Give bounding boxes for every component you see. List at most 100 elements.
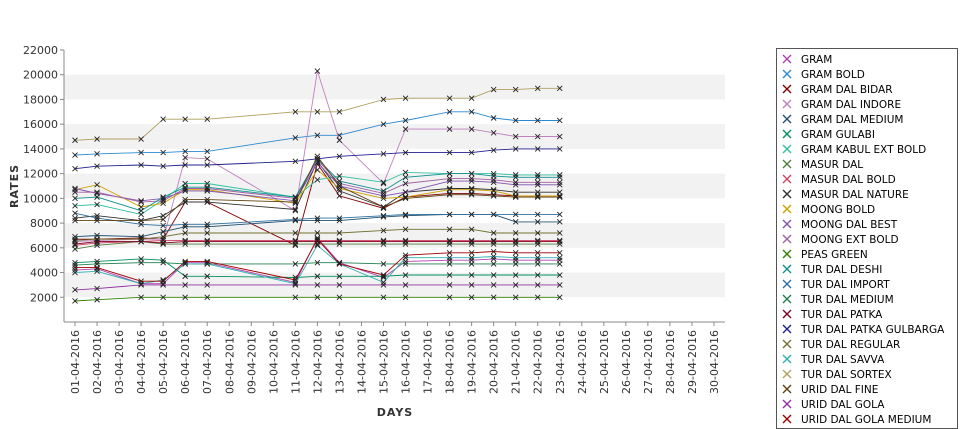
data-point bbox=[336, 230, 343, 236]
x-axis-title: DAYS bbox=[377, 406, 413, 419]
data-point bbox=[72, 195, 78, 202]
data-point bbox=[336, 193, 343, 199]
data-point bbox=[72, 264, 78, 271]
legend-marker bbox=[782, 354, 792, 364]
data-point bbox=[336, 178, 343, 184]
x-tick-label: 18-04-2016 bbox=[444, 330, 457, 394]
data-point bbox=[204, 294, 211, 301]
data-point bbox=[160, 257, 166, 264]
data-point bbox=[336, 215, 343, 221]
legend-marker bbox=[782, 234, 792, 244]
data-point bbox=[534, 146, 541, 152]
data-point bbox=[160, 259, 166, 266]
data-point bbox=[94, 181, 100, 188]
data-point bbox=[314, 132, 321, 139]
data-point bbox=[72, 287, 78, 293]
data-point bbox=[94, 236, 100, 242]
data-point bbox=[490, 179, 497, 186]
data-point bbox=[512, 211, 519, 218]
data-point bbox=[204, 258, 211, 265]
data-point bbox=[468, 186, 475, 193]
data-point bbox=[160, 233, 166, 240]
data-point bbox=[72, 262, 78, 268]
legend-label: GRAM bbox=[801, 54, 832, 66]
data-point bbox=[72, 210, 78, 217]
data-point bbox=[72, 152, 78, 158]
data-point bbox=[468, 95, 475, 102]
data-point bbox=[402, 272, 409, 278]
series-group bbox=[72, 210, 563, 229]
data-point bbox=[380, 212, 387, 219]
data-point bbox=[490, 173, 497, 179]
data-point bbox=[402, 149, 409, 156]
data-point bbox=[336, 261, 343, 267]
x-tick-label: 09-04-2016 bbox=[245, 330, 258, 394]
data-point bbox=[490, 238, 497, 245]
data-point bbox=[446, 126, 453, 132]
data-point bbox=[446, 191, 453, 198]
data-point bbox=[138, 217, 144, 224]
legend-label: GRAM DAL BIDAR bbox=[801, 84, 893, 96]
data-point bbox=[534, 117, 541, 124]
data-point bbox=[160, 240, 166, 246]
data-point bbox=[446, 226, 453, 233]
data-point bbox=[534, 272, 541, 278]
data-point bbox=[534, 230, 541, 236]
data-point bbox=[314, 294, 321, 301]
data-point bbox=[556, 237, 563, 244]
data-point bbox=[468, 261, 475, 267]
data-point bbox=[468, 294, 475, 301]
x-tick-label: 23-04-2016 bbox=[554, 330, 567, 394]
data-point bbox=[446, 282, 453, 288]
data-point bbox=[182, 261, 189, 267]
data-point bbox=[446, 186, 453, 193]
x-tick-label: 25-04-2016 bbox=[598, 330, 611, 394]
data-point bbox=[490, 248, 497, 255]
data-point bbox=[292, 108, 299, 115]
data-point bbox=[336, 183, 343, 189]
data-point bbox=[336, 238, 343, 245]
data-point bbox=[512, 282, 519, 288]
data-point bbox=[72, 217, 78, 224]
data-point bbox=[160, 222, 166, 229]
data-point bbox=[204, 223, 211, 230]
data-point bbox=[160, 278, 166, 285]
data-point bbox=[490, 237, 497, 244]
y-tick-label: 20000 bbox=[23, 69, 58, 82]
x-tick-label: 04-04-2016 bbox=[135, 330, 148, 394]
data-point bbox=[534, 181, 541, 188]
data-point bbox=[94, 238, 100, 245]
data-point bbox=[468, 282, 475, 288]
legend-marker bbox=[782, 249, 792, 259]
data-point bbox=[380, 279, 387, 286]
data-point bbox=[314, 167, 321, 173]
x-tick-label: 02-04-2016 bbox=[91, 330, 104, 394]
legend-marker bbox=[782, 129, 792, 139]
legend-label: TUR DAL DESHI bbox=[800, 264, 882, 276]
data-point bbox=[468, 249, 475, 256]
x-tick-label: 20-04-2016 bbox=[488, 330, 501, 394]
data-point bbox=[292, 230, 299, 236]
data-point bbox=[182, 196, 189, 203]
data-point bbox=[556, 133, 563, 140]
legend-marker bbox=[782, 84, 792, 94]
data-point bbox=[402, 282, 409, 288]
data-point bbox=[512, 230, 519, 236]
x-tick-label: 21-04-2016 bbox=[510, 330, 523, 394]
data-point bbox=[534, 294, 541, 301]
data-point bbox=[94, 217, 100, 224]
axes: 2000 4000 6000 8000 10000 12000 14000 16000 1800… bbox=[23, 44, 725, 394]
data-point bbox=[72, 137, 78, 144]
data-point bbox=[402, 195, 409, 202]
data-point bbox=[314, 176, 321, 183]
data-point bbox=[556, 249, 563, 256]
data-point bbox=[94, 151, 100, 157]
x-tick-label: 24-04-2016 bbox=[576, 330, 589, 394]
data-point bbox=[468, 211, 475, 218]
legend-marker bbox=[782, 144, 792, 154]
legend-label: TUR DAL IMPORT bbox=[800, 279, 890, 291]
data-point bbox=[292, 294, 299, 301]
x-tick-label: 03-04-2016 bbox=[113, 330, 126, 394]
legend-marker bbox=[782, 399, 792, 409]
data-point bbox=[292, 274, 299, 281]
